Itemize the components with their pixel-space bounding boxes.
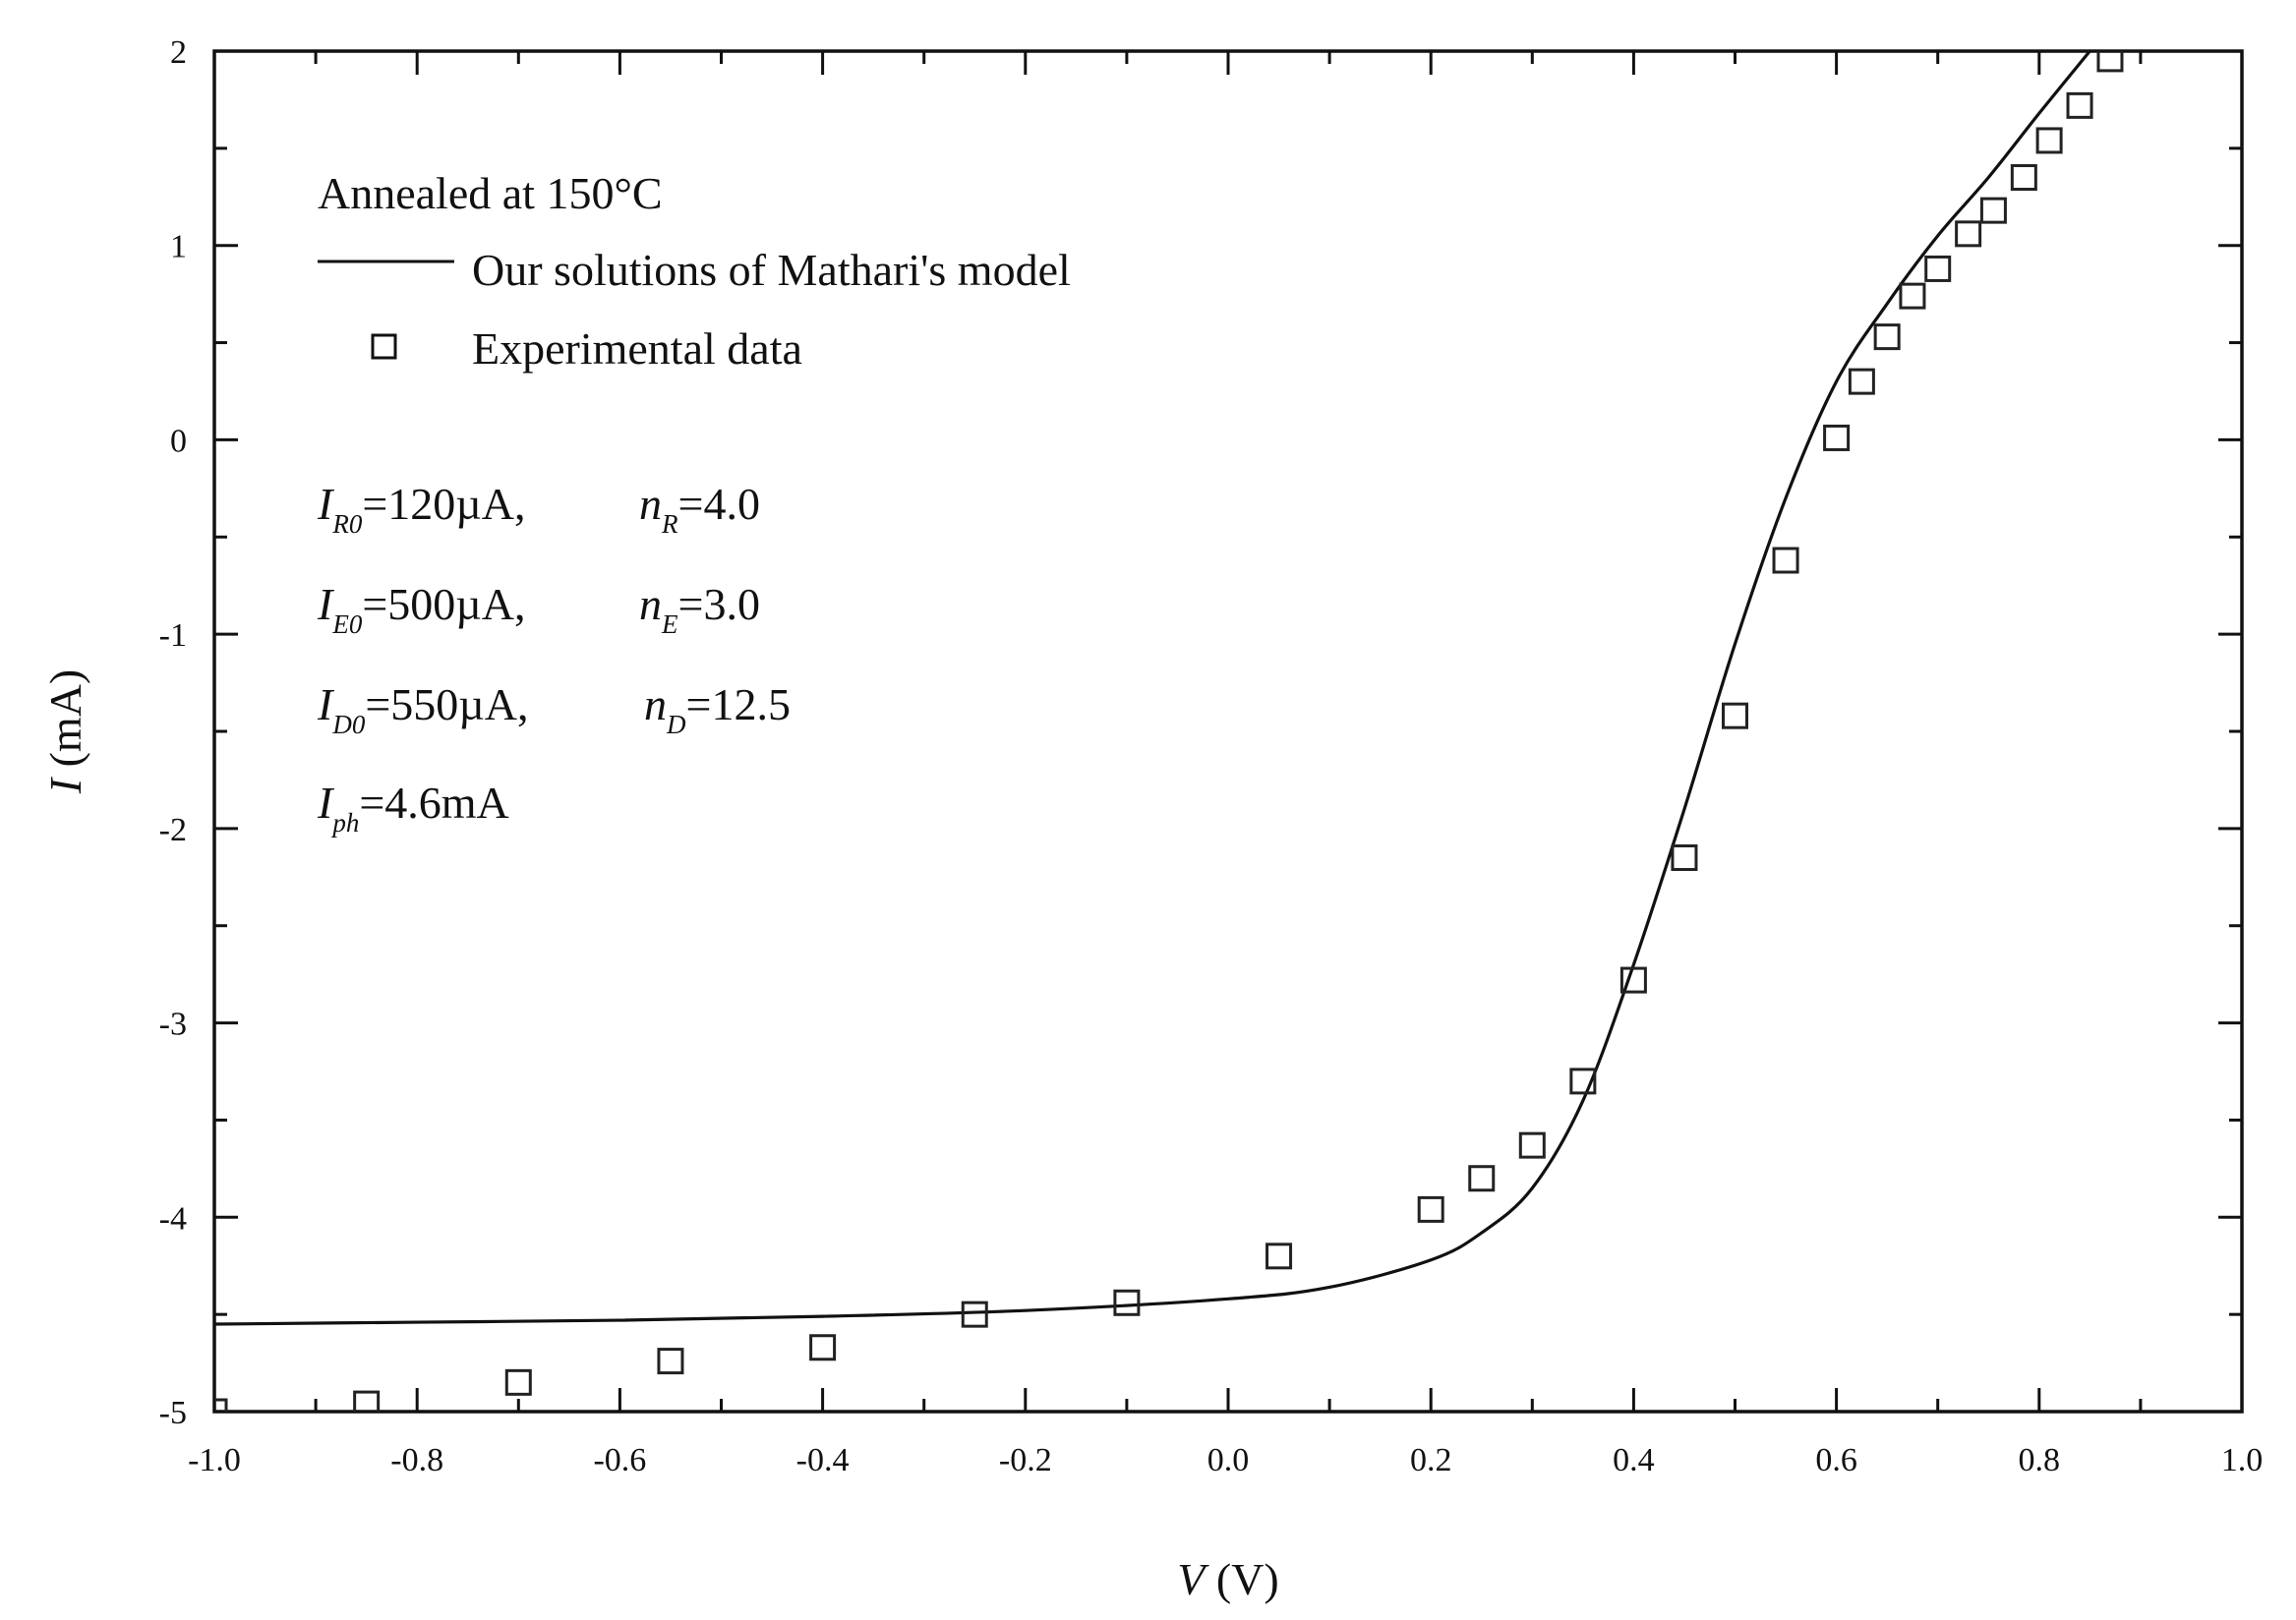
y-tick-label: 0 [170, 423, 187, 459]
param-nr-subscript: R [661, 509, 678, 539]
param-r-value: =120µA, [362, 479, 525, 529]
x-tick-label: -0.6 [593, 1442, 646, 1478]
y-tick-label: 1 [170, 229, 187, 265]
legend: Annealed at 150°C Our solutions of Matha… [318, 168, 1071, 374]
param-ne-symbol: n [639, 579, 662, 629]
x-tick-label: 0.8 [2019, 1442, 2061, 1478]
series-layer [214, 51, 2124, 1412]
data-point-marker [809, 1334, 837, 1361]
param-nd-symbol: n [644, 679, 667, 729]
parameter-block: IR0=120µA, nR=4.0 IE0=500µA, nE=3.0 ID0=55… [317, 479, 791, 838]
x-tick-label: -0.8 [390, 1442, 443, 1478]
legend-square-marker [371, 333, 397, 360]
data-point-marker [1979, 197, 2007, 224]
data-point-marker [353, 1390, 381, 1412]
legend-model-label: Our solutions of Mathari's model [472, 245, 1071, 295]
param-nd-subscript: D [666, 710, 686, 739]
data-point-marker [1722, 702, 1748, 729]
data-point-marker [2035, 127, 2063, 154]
param-line-r: IR0=120µA, nR=4.0 [317, 479, 760, 539]
data-point-marker [1873, 323, 1901, 351]
data-point-marker [1671, 844, 1698, 872]
data-point-marker [1468, 1165, 1496, 1192]
y-tick-label: -3 [159, 1007, 187, 1043]
param-ph-value: =4.6mA [359, 778, 508, 828]
param-d-value: =550µA, [365, 679, 528, 729]
param-r-subscript: R0 [331, 509, 362, 539]
data-point-marker [657, 1348, 684, 1375]
param-d-symbol: I [317, 679, 335, 729]
y-tick-label: -5 [159, 1395, 187, 1431]
data-point-marker [1924, 255, 1952, 282]
param-ne-subscript: E [661, 609, 678, 639]
x-tick-label: -1.0 [188, 1442, 241, 1478]
y-axis-symbol: I [40, 776, 90, 794]
param-d-subscript: D0 [331, 710, 365, 739]
data-point-marker [961, 1301, 988, 1328]
axis-ticks [212, 49, 2244, 1414]
param-line-ph: Iph=4.6mA [317, 778, 509, 838]
param-e-symbol: I [317, 579, 335, 629]
data-point-marker [2010, 164, 2037, 192]
data-point-marker [1899, 282, 1926, 310]
model-curve [214, 51, 2091, 1326]
data-point-marker [1619, 966, 1647, 994]
data-point-marker [504, 1368, 532, 1396]
x-tick-label: 0.6 [1815, 1442, 1857, 1478]
y-tick-labels: 2 1 0 -1 -2 -3 -4 -5 [159, 34, 187, 1431]
data-point-marker [2096, 51, 2124, 73]
param-ph-symbol: I [317, 778, 335, 828]
x-axis-title: V (V) [1177, 1554, 1278, 1604]
param-line-e: IE0=500µA, nE=3.0 [317, 579, 760, 639]
y-tick-label: -4 [159, 1200, 187, 1237]
data-point-marker [1772, 547, 1799, 574]
x-tick-label: 0.0 [1207, 1442, 1250, 1478]
param-ne-value: =3.0 [678, 579, 760, 629]
data-point-marker [1518, 1131, 1546, 1159]
param-nd-value: =12.5 [686, 679, 791, 729]
x-axis-unit: (V) [1205, 1554, 1278, 1604]
param-nr-value: =4.0 [678, 479, 760, 529]
data-point-marker [1266, 1243, 1293, 1270]
param-e-subscript: E0 [331, 609, 362, 639]
param-line-d: ID0=550µA, nD=12.5 [317, 679, 791, 739]
legend-title: Annealed at 150°C [318, 168, 663, 218]
x-axis-symbol: V [1177, 1554, 1209, 1604]
x-tick-labels: -1.0 -0.8 -0.6 -0.4 -0.2 0.0 0.2 0.4 0.6 0.8 1.0 [188, 1442, 2263, 1478]
x-tick-label: 0.2 [1410, 1442, 1452, 1478]
x-tick-label: -0.4 [796, 1442, 850, 1478]
y-tick-label: 2 [170, 34, 187, 71]
data-point-marker [1823, 424, 1851, 451]
x-tick-label: 1.0 [2221, 1442, 2264, 1478]
x-tick-label: 0.4 [1613, 1442, 1655, 1478]
param-nr-symbol: n [639, 479, 662, 529]
data-point-marker [1955, 220, 1982, 248]
y-axis-unit: (mA) [40, 669, 90, 779]
y-tick-label: -2 [159, 812, 187, 848]
data-point-marker [1848, 368, 1875, 395]
y-axis-title: I (mA) [40, 669, 90, 794]
legend-data-label: Experimental data [472, 323, 802, 374]
x-tick-label: -0.2 [999, 1442, 1052, 1478]
param-e-value: =500µA, [362, 579, 525, 629]
y-tick-label: -1 [159, 617, 187, 654]
data-point-marker [1113, 1289, 1141, 1316]
param-ph-subscript: ph [330, 808, 359, 838]
data-point-marker [2066, 91, 2093, 119]
data-point-marker [1569, 1068, 1597, 1095]
data-point-marker [1417, 1195, 1444, 1223]
param-r-symbol: I [317, 479, 335, 529]
